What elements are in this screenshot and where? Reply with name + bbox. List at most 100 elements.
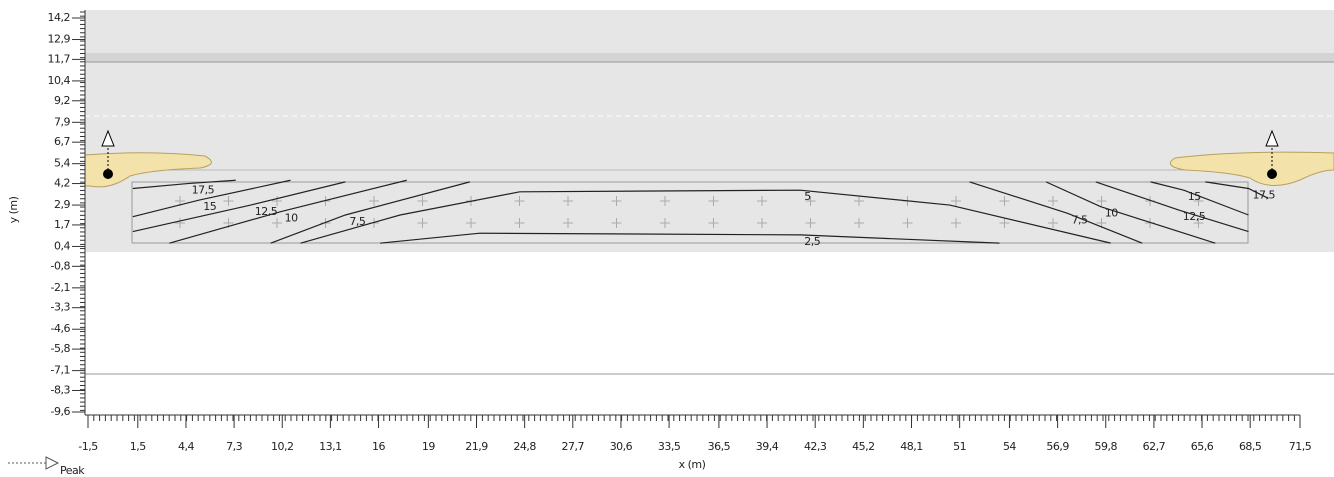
legend-label: Peak: [60, 464, 85, 477]
contour-label: 7,5: [349, 215, 365, 228]
x-tick-label: 39,4: [756, 440, 779, 453]
y-tick-label: -8,3: [51, 383, 71, 396]
x-tick-label: 16: [372, 440, 385, 453]
x-tick-label: 30,6: [610, 440, 633, 453]
x-tick-label: 48,1: [900, 440, 923, 453]
x-tick-label: 56,9: [1046, 440, 1069, 453]
contour-label: 12,5: [1183, 210, 1206, 223]
grid-cross: [951, 218, 961, 228]
y-tick-label: -2,1: [51, 281, 70, 294]
x-tick-label: 71,5: [1289, 440, 1312, 453]
x-tick-label: 19: [422, 440, 435, 453]
grid-cross: [175, 218, 185, 228]
y-tick-label: 1,7: [54, 218, 70, 231]
grid-cross: [854, 196, 864, 206]
contour-line: [300, 189, 1111, 244]
y-axis-title: y (m): [7, 196, 20, 223]
grid-cross: [466, 218, 476, 228]
grid-cross: [1048, 196, 1058, 206]
contour-line: [132, 179, 291, 218]
y-tick-label: -4,6: [51, 322, 71, 335]
x-tick-label: 54: [1003, 440, 1016, 453]
y-tick-label: 2,9: [54, 198, 70, 211]
grid-cross: [1193, 196, 1204, 206]
grid-cross: [902, 218, 913, 228]
contour-line: [132, 179, 236, 190]
x-tick-label: 65,6: [1191, 440, 1214, 453]
grid-cross: [1096, 196, 1107, 206]
x-tick-label: 1,5: [130, 440, 146, 453]
grid-cross: [369, 196, 379, 206]
grid-cross: [757, 196, 767, 206]
x-tick-label: 24,8: [513, 440, 536, 453]
grid-cross: [514, 196, 525, 206]
y-tick-label: 6,7: [54, 135, 70, 148]
contour-label: 17,5: [1253, 189, 1276, 202]
x-tick-label: 33,5: [658, 440, 681, 453]
contour-label: 12,5: [255, 205, 278, 218]
contour-line: [270, 181, 471, 244]
grid-cross: [1048, 218, 1058, 228]
x-tick-label: 68,5: [1239, 440, 1262, 453]
y-tick-label: 4,2: [54, 177, 70, 190]
contour-label: 10: [1105, 207, 1118, 220]
terrain: [1169, 151, 1334, 186]
y-tick-label: 5,4: [54, 157, 70, 170]
legend-symbol: [45, 456, 60, 470]
contour-label: 7,5: [1072, 213, 1088, 226]
x-tick-label: 42,3: [804, 440, 827, 453]
grid-cross: [999, 218, 1010, 228]
contour-label: 2,5: [804, 235, 820, 248]
source-left: [101, 129, 115, 179]
grid-box: [131, 181, 1249, 244]
contour-label: 5: [804, 190, 811, 203]
x-tick-label: 4,4: [178, 440, 194, 453]
grid-cross: [854, 218, 864, 228]
x-tick-label: 51: [953, 440, 966, 453]
grid-cross: [514, 218, 525, 228]
grid-cross: [563, 218, 573, 228]
y-tick-label: -9,6: [51, 405, 71, 418]
x-tick-label: 13,1: [319, 440, 342, 453]
y-tick-label: -3,3: [51, 301, 71, 314]
grid-cross: [272, 218, 282, 228]
terrain: [84, 152, 212, 188]
x-tick-label: 45,2: [852, 440, 875, 453]
y-tick-label: -7,1: [51, 364, 70, 377]
grid-cross: [1193, 218, 1204, 228]
y-tick-label: -5,8: [51, 342, 71, 355]
grid-cross: [805, 196, 816, 206]
source-right: [1265, 129, 1279, 179]
grid-cross: [708, 196, 719, 206]
contour-line: [380, 232, 1000, 244]
grid-cross: [611, 196, 622, 206]
contour-line: [132, 181, 346, 233]
y-tick-label: 0,4: [54, 239, 70, 252]
grid-cross: [999, 196, 1010, 206]
x-tick-label: 62,7: [1143, 440, 1166, 453]
contour-label: 17,5: [192, 184, 215, 197]
grid-cross: [708, 218, 719, 228]
grid-cross: [417, 196, 428, 206]
legend: Peak: [8, 456, 86, 477]
contour-line: [169, 179, 407, 244]
y-tick-label: 7,9: [54, 115, 70, 128]
x-tick-label: 59,8: [1094, 440, 1117, 453]
section-background: [85, 10, 1334, 252]
x-tick-label: 27,7: [562, 440, 585, 453]
x-tick-label: 7,3: [226, 440, 242, 453]
y-tick-label: 9,2: [54, 94, 70, 107]
grid-cross: [951, 196, 961, 206]
grid-cross: [611, 218, 622, 228]
grid-cross: [272, 196, 282, 206]
x-tick-label: -1,5: [78, 440, 98, 453]
grid-cross: [417, 218, 428, 228]
grid-cross: [563, 196, 573, 206]
x-tick-label: 21,9: [465, 440, 488, 453]
contour-line: [1150, 181, 1249, 216]
x-tick-label: 10,2: [271, 440, 294, 453]
contour-label: 10: [285, 212, 298, 225]
grid-cross: [223, 196, 234, 206]
y-tick-label: 10,4: [48, 74, 71, 87]
